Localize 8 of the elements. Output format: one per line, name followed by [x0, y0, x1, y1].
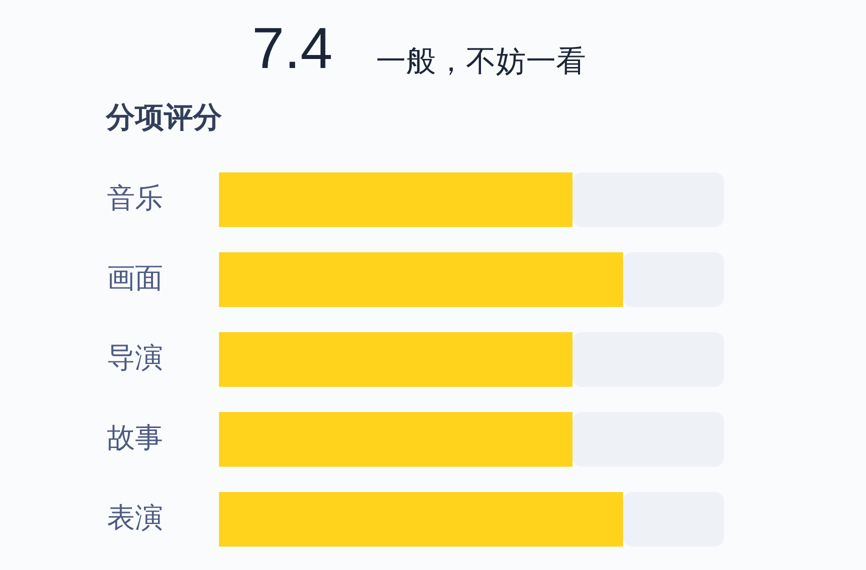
y-tick-label: 故事 [107, 422, 163, 454]
y-tick-label: 音乐 [107, 182, 163, 214]
text: 分项评分 [106, 101, 222, 136]
y-tick-label: 表演 [107, 502, 163, 533]
y-tick-label: 画面 [107, 262, 163, 294]
chart-subtitle: 一般，不妨一看 [376, 44, 586, 80]
chart-title: 7.4 [252, 15, 333, 83]
y-tick-label: 导演 [107, 342, 163, 374]
